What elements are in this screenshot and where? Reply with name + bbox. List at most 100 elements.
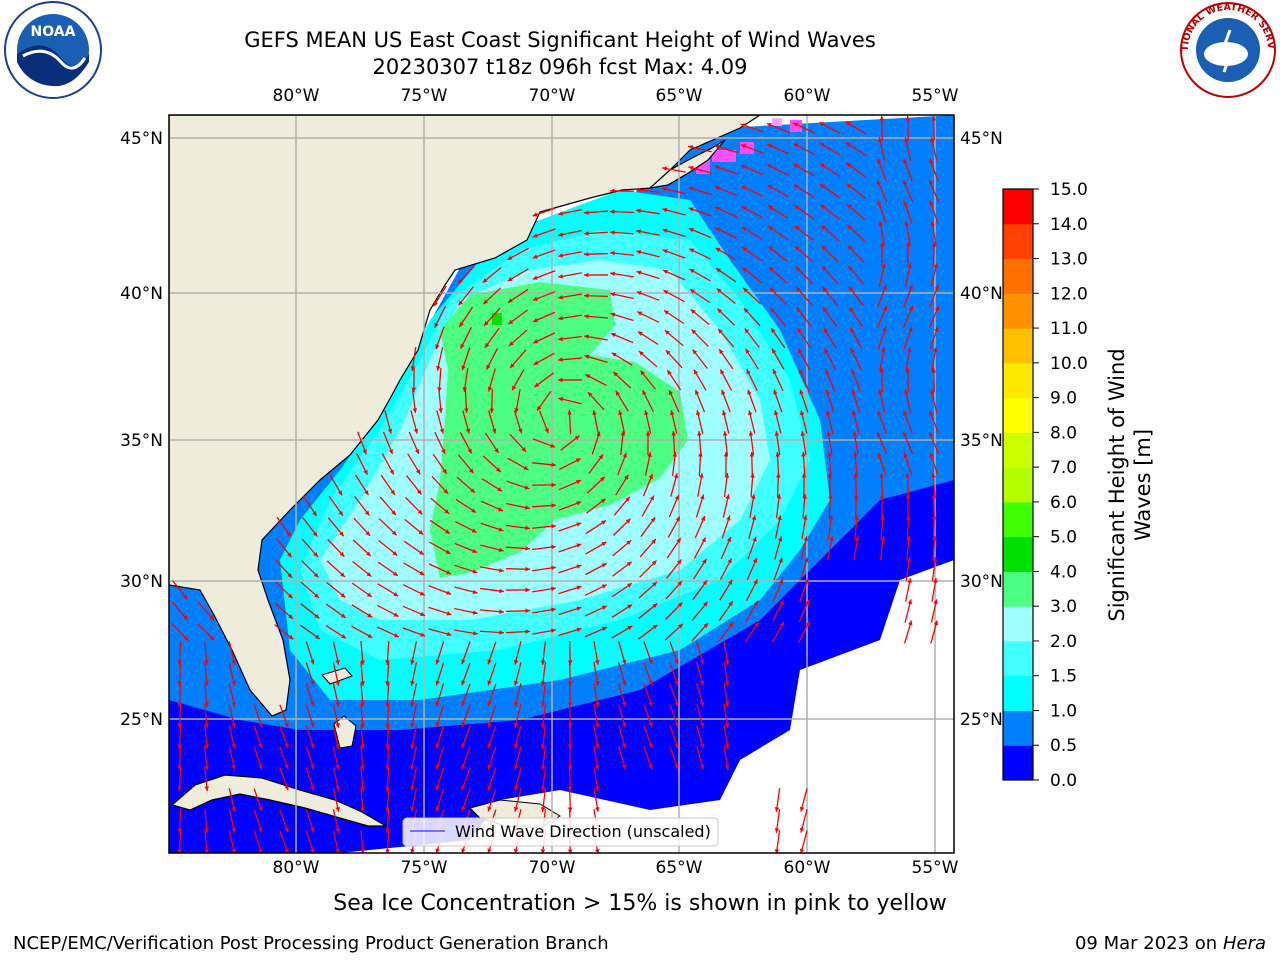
wind-arrow-89 [905,241,911,267]
wind-arrow-573 [540,704,547,728]
wind-arrow-360 [531,523,557,529]
wind-arrow-358 [480,522,504,532]
wind-arrow-30 [636,187,660,194]
wind-arrow-210 [905,367,911,393]
wind-arrow-402 [275,559,293,579]
wind-arrow-63 [662,228,686,238]
wind-arrow-526 [410,662,418,686]
wind-arrow-393 [720,536,732,560]
wind-arrow-278 [355,453,369,475]
wind-arrow-600 [669,725,679,749]
wind-arrow-384 [480,544,504,552]
wind-arrow-399 [879,536,886,560]
wind-arrow-223 [694,389,706,413]
wind-arrow-355 [404,518,424,536]
wind-arrow-690 [774,830,781,853]
wind-arrow-548 [461,683,471,707]
wind-arrow-493 [718,622,734,642]
wind-arrow-14 [845,141,867,157]
wind-arrow-170 [410,347,417,371]
wind-arrow-221 [642,389,654,413]
wind-arrow-7 [931,115,937,141]
wind-arrow-440 [638,581,658,599]
wind-arrow-241 [592,410,599,434]
wind-arrow-501 [228,641,236,665]
wind-arrow-593 [487,725,497,749]
wind-arrow-124 [795,286,813,306]
lat-tick-left-4: 25°N [120,710,163,730]
wind-arrow-13 [819,142,841,156]
wind-arrow-658 [253,809,263,833]
wind-arrow-524 [360,661,365,687]
wind-arrow-233 [384,410,393,434]
wind-arrow-68 [794,225,814,241]
wind-arrow-111 [458,286,474,306]
wind-arrow-80 [662,249,686,259]
wind-arrow-523 [332,662,340,686]
wind-arrow-110 [433,285,447,307]
wind-arrow-0 [740,123,764,133]
wind-arrow-344 [802,493,807,519]
wind-arrow-292 [723,451,729,477]
lon-tick-top-0: 80°W [273,86,320,106]
wind-arrow-167 [877,326,887,350]
wind-arrow-254 [929,410,939,434]
wind-arrow-691 [799,830,808,853]
wind-arrow-480 [376,626,400,638]
wind-arrow-517 [696,641,705,665]
wind-arrow-48 [688,207,712,217]
wind-arrow-152 [484,327,500,349]
wind-arrow-622 [669,746,679,770]
wind-arrow-586 [305,725,315,749]
wind-arrow-541 [228,683,236,707]
wind-arrow-678 [305,830,315,853]
wind-arrow-533 [593,662,600,686]
wind-arrow-246 [722,410,730,434]
wind-arrow-231 [904,389,912,413]
wind-arrow-401 [932,535,937,561]
wind-arrow-286 [559,457,581,471]
wind-arrow-225 [747,389,757,413]
wind-arrow-183 [745,348,759,370]
wind-arrow-49 [714,206,738,218]
wind-arrow-515 [643,641,653,665]
wind-arrow-681 [385,829,390,853]
wind-arrow-511 [540,641,547,665]
wind-arrow-437 [558,585,582,595]
lat-tick-left-0: 45°N [120,129,163,149]
wind-arrow-550 [513,683,522,707]
wind-arrow-351 [302,517,318,537]
wind-arrow-262 [532,438,556,448]
lat-tick-right-0: 45°N [960,129,1003,149]
wind-arrow-181 [692,349,708,369]
wind-arrow-297 [852,451,858,477]
wind-arrow-577 [643,704,653,728]
wind-arrow-205 [772,368,784,392]
wind-arrow-408 [428,563,452,575]
north-america-landmass [169,115,762,717]
wind-arrow-635 [487,767,497,791]
wind-arrow-584 [253,725,263,749]
wind-arrow-378 [327,538,345,558]
wind-arrow-636 [513,767,522,791]
wind-arrow-67 [767,225,789,241]
wind-arrow-637 [540,767,547,791]
wind-arrow-400 [906,535,912,561]
wind-arrow-475 [197,623,215,641]
wind-arrow-521 [228,662,236,686]
wind-arrow-628 [305,767,315,791]
wind-arrow-602 [723,725,730,749]
wind-arrow-462 [558,606,582,616]
wind-arrow-498 [930,620,939,644]
wind-arrow-514 [618,641,627,665]
wind-arrow-491 [664,623,684,641]
map-legend: Wind Wave Direction (unscaled) [402,817,719,847]
chart-title: GEFS MEAN US East Coast Significant Heig… [244,28,876,52]
wind-arrow-113 [507,288,529,304]
wind-arrow-72 [904,221,911,245]
lat-tick-left-1: 40°N [120,284,163,304]
wind-arrow-174 [509,349,527,369]
wind-arrow-98 [636,270,660,280]
wind-arrow-385 [505,546,531,551]
